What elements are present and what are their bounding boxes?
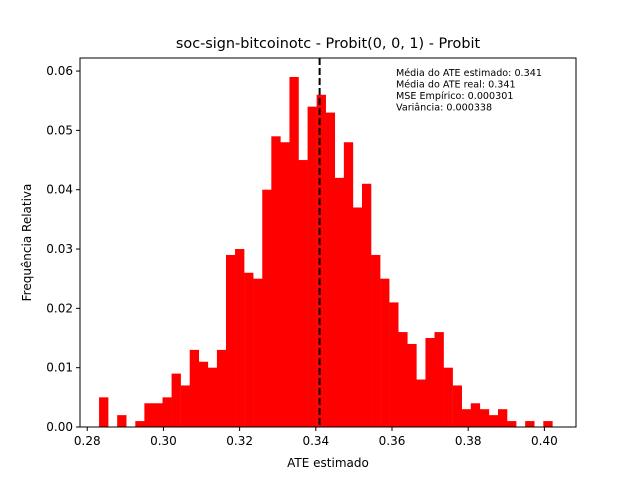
histogram-bar: [352, 207, 363, 427]
annotation-mean-real: Média do ATE real: 0.341: [396, 79, 516, 91]
annotation-box: Média do ATE estimado: 0.341 Média do AT…: [396, 67, 542, 114]
histogram-bar: [307, 106, 317, 428]
histogram-bar: [135, 421, 145, 427]
x-tick-label: 0.32: [226, 434, 253, 448]
histogram-bar: [543, 421, 553, 427]
histogram-bar: [507, 421, 517, 427]
histogram-bar: [443, 367, 453, 427]
y-tick-label: 0.04: [46, 183, 73, 197]
histogram-bar: [407, 343, 417, 427]
histogram-bar: [334, 177, 345, 427]
x-tick-label: 0.38: [455, 434, 482, 448]
histogram-bar: [525, 421, 535, 427]
histogram-bar: [461, 409, 472, 427]
histogram-bar: [452, 385, 462, 427]
histogram-bar: [271, 136, 281, 427]
x-tick-label: 0.30: [150, 434, 177, 448]
histogram-bar: [361, 183, 372, 427]
histogram-bar: [171, 373, 181, 427]
x-tick-label: 0.40: [531, 434, 558, 448]
histogram-bar: [343, 142, 354, 428]
histogram-bar: [235, 249, 245, 427]
y-axis-label: Frequência Relativa: [20, 184, 34, 302]
histogram-bar: [198, 361, 209, 427]
histogram-bar: [298, 160, 308, 428]
histogram-bar: [416, 379, 426, 427]
histogram-bar: [488, 415, 499, 427]
ticks-group: 0.28 0.30 0.32 0.34 0.36 0.38 0.40 0.00 0.01 0.02…: [46, 64, 557, 448]
y-tick-label: 0.05: [46, 123, 73, 137]
histogram-bar: [99, 397, 109, 427]
histogram-bar: [253, 278, 263, 427]
histogram-bar: [389, 302, 399, 427]
histogram-bar: [225, 254, 236, 427]
x-axis-label: ATE estimado: [287, 456, 369, 470]
histogram-bar: [153, 403, 163, 427]
histogram-bar: [371, 254, 381, 427]
histogram-bar: [316, 94, 326, 427]
y-tick-label: 0.01: [46, 361, 73, 375]
histogram-bar: [434, 332, 444, 427]
x-tick-label: 0.28: [74, 434, 101, 448]
histogram-bar: [216, 349, 227, 427]
histogram-bar: [162, 397, 172, 427]
histogram-bar: [325, 112, 336, 427]
histogram-bar: [470, 403, 481, 427]
x-tick-label: 0.36: [379, 434, 406, 448]
annotation-mse: MSE Empírico: 0.000301: [396, 90, 513, 102]
axes-frame: [79, 57, 577, 428]
histogram-bar: [479, 409, 490, 427]
histogram-bar: [425, 338, 435, 427]
chart-title: soc-sign-bitcoinotc - Probit(0, 0, 1) - …: [176, 36, 481, 52]
y-tick-label: 0.03: [46, 242, 73, 256]
histogram-bar: [280, 142, 290, 428]
histogram-bar: [144, 403, 154, 427]
y-tick-label: 0.02: [46, 301, 73, 315]
histogram-bar: [244, 272, 254, 427]
histogram-bar: [262, 189, 272, 427]
annotation-variance: Variância: 0.000338: [396, 102, 492, 114]
histogram-bar: [180, 385, 190, 427]
y-tick-label: 0.06: [46, 64, 73, 78]
histogram-bar: [189, 349, 200, 427]
histogram-bar: [398, 332, 408, 427]
bars-group: [99, 76, 553, 428]
y-tick-label: 0.00: [46, 420, 73, 434]
histogram-bar: [497, 409, 508, 427]
histogram-bar: [207, 367, 218, 427]
histogram-bar: [380, 278, 390, 427]
histogram-bar: [117, 415, 127, 427]
annotation-mean-estimated: Média do ATE estimado: 0.341: [396, 67, 542, 79]
x-tick-label: 0.34: [302, 434, 329, 448]
histogram-bar: [289, 76, 299, 427]
